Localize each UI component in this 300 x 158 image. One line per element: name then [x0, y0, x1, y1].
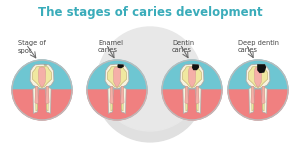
Polygon shape	[32, 66, 52, 88]
Wedge shape	[12, 60, 72, 90]
Polygon shape	[262, 87, 267, 113]
Polygon shape	[38, 67, 46, 87]
Text: Deep dentin
caries: Deep dentin caries	[238, 40, 279, 54]
Polygon shape	[262, 86, 265, 104]
Wedge shape	[228, 60, 288, 90]
Polygon shape	[185, 86, 188, 104]
Polygon shape	[108, 87, 113, 113]
Polygon shape	[111, 86, 113, 111]
Polygon shape	[183, 87, 188, 113]
Circle shape	[95, 32, 205, 142]
Wedge shape	[87, 60, 147, 90]
Text: Stage of
spot: Stage of spot	[18, 40, 46, 54]
Polygon shape	[117, 64, 124, 68]
Polygon shape	[251, 86, 254, 104]
Polygon shape	[113, 67, 121, 87]
Text: The stages of caries development: The stages of caries development	[38, 6, 262, 19]
Polygon shape	[36, 86, 38, 111]
Polygon shape	[196, 86, 199, 104]
Polygon shape	[110, 86, 113, 104]
Wedge shape	[228, 90, 288, 120]
Polygon shape	[33, 87, 38, 113]
Wedge shape	[87, 90, 147, 120]
Circle shape	[162, 60, 222, 120]
Polygon shape	[180, 64, 204, 89]
Polygon shape	[105, 64, 129, 89]
Polygon shape	[254, 67, 262, 87]
Polygon shape	[121, 86, 124, 104]
Wedge shape	[162, 90, 222, 120]
Text: Enamel
caries: Enamel caries	[98, 40, 123, 54]
Circle shape	[228, 60, 288, 120]
Circle shape	[87, 60, 147, 120]
Polygon shape	[246, 64, 270, 89]
Wedge shape	[12, 90, 72, 120]
Wedge shape	[162, 60, 222, 90]
Polygon shape	[257, 64, 266, 73]
Polygon shape	[196, 87, 201, 113]
Polygon shape	[107, 66, 127, 88]
Polygon shape	[30, 64, 54, 89]
Polygon shape	[188, 67, 196, 87]
Polygon shape	[252, 86, 254, 111]
Polygon shape	[46, 87, 51, 113]
Circle shape	[12, 60, 72, 120]
Polygon shape	[262, 86, 264, 111]
Polygon shape	[192, 64, 199, 70]
Polygon shape	[46, 86, 48, 111]
Polygon shape	[249, 87, 254, 113]
Polygon shape	[35, 86, 38, 104]
Polygon shape	[196, 86, 198, 111]
Polygon shape	[121, 87, 126, 113]
Polygon shape	[46, 86, 49, 104]
Polygon shape	[186, 86, 188, 111]
Polygon shape	[44, 64, 47, 66]
Polygon shape	[248, 66, 268, 88]
Polygon shape	[182, 66, 202, 88]
Polygon shape	[121, 86, 123, 111]
Text: Dentin
caries: Dentin caries	[172, 40, 194, 54]
Circle shape	[98, 27, 202, 131]
